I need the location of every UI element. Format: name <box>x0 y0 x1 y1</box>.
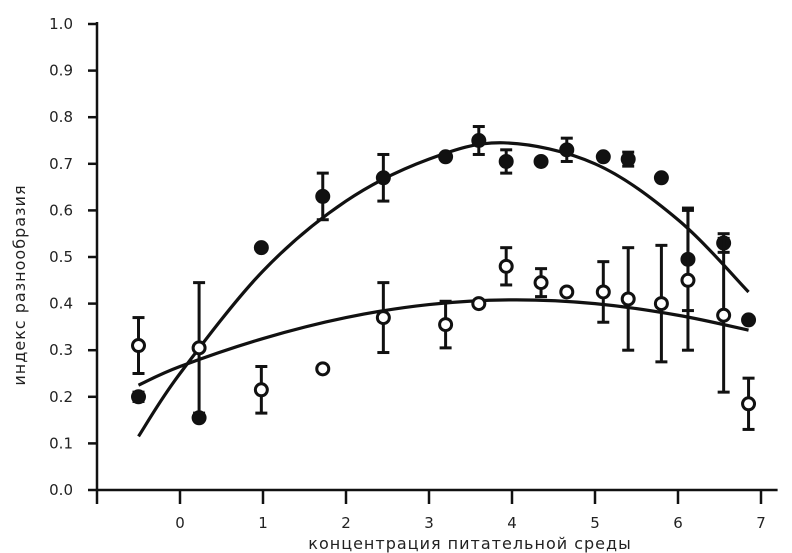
data-point-open <box>438 317 454 333</box>
y-tick-label: 0.6 <box>49 201 73 219</box>
y-tick-label: 1.0 <box>49 15 73 33</box>
x-tick-label: 0 <box>175 514 185 532</box>
y-tick-label: 0.0 <box>49 481 73 499</box>
data-point-open <box>680 272 696 288</box>
x-tick-label: 6 <box>673 514 683 532</box>
data-point-filled <box>253 240 269 256</box>
data-point-open <box>533 275 549 291</box>
data-point-open <box>191 340 207 356</box>
data-point-filled <box>653 170 669 186</box>
data-point-open <box>131 338 146 354</box>
data-point-open <box>653 296 669 312</box>
data-point-open <box>620 291 636 307</box>
data-point-open <box>716 307 732 323</box>
data-point-open <box>559 284 575 300</box>
data-point-filled <box>559 142 575 158</box>
data-points <box>131 125 757 431</box>
data-point-open <box>315 361 331 377</box>
x-tick-label: 4 <box>507 514 517 532</box>
data-point-filled <box>595 149 611 165</box>
y-tick-label: 0.7 <box>49 155 73 173</box>
y-axis-title: индекс разнообразия <box>10 184 29 385</box>
data-point-filled <box>315 188 331 204</box>
y-axis: 0.0 0.1 0.2 0.3 0.4 0.5 0.6 0.7 0.8 0.9 1.0 <box>49 15 99 499</box>
y-tick-label: 0.2 <box>49 388 73 406</box>
data-point-open <box>253 382 269 398</box>
x-tick-label: 1 <box>258 514 268 532</box>
y-tick-label: 0.4 <box>49 295 73 313</box>
y-tick-label: 0.3 <box>49 341 73 359</box>
data-point-filled <box>471 133 487 148</box>
data-point-open <box>471 296 487 312</box>
data-point-open <box>375 310 391 326</box>
data-point-open <box>741 396 757 412</box>
y-tick-label: 0.8 <box>49 108 73 126</box>
data-point-filled <box>375 170 391 186</box>
x-tick-label: 5 <box>590 514 600 532</box>
fit-curve-2 <box>137 298 749 387</box>
data-point-filled <box>741 312 757 328</box>
data-point-filled <box>620 151 636 167</box>
x-tick-label: 2 <box>341 514 351 532</box>
data-point-filled <box>438 149 454 165</box>
x-tick-label: 3 <box>424 514 434 532</box>
x-axis-title: концентрация питательной среды <box>308 534 631 553</box>
data-point-open <box>498 258 514 274</box>
fit-curves <box>137 141 750 438</box>
data-point-filled <box>131 389 146 405</box>
x-axis: 0 1 2 3 4 5 6 7 <box>95 488 778 532</box>
y-tick-label: 0.5 <box>49 248 73 266</box>
x-tick-label: 7 <box>756 514 766 532</box>
y-tick-label: 0.1 <box>49 434 73 452</box>
fit-curve-1 <box>137 141 750 438</box>
data-point-open <box>595 284 611 300</box>
data-point-filled <box>533 153 549 169</box>
y-tick-label: 0.9 <box>49 62 73 80</box>
data-point-filled <box>498 153 514 169</box>
